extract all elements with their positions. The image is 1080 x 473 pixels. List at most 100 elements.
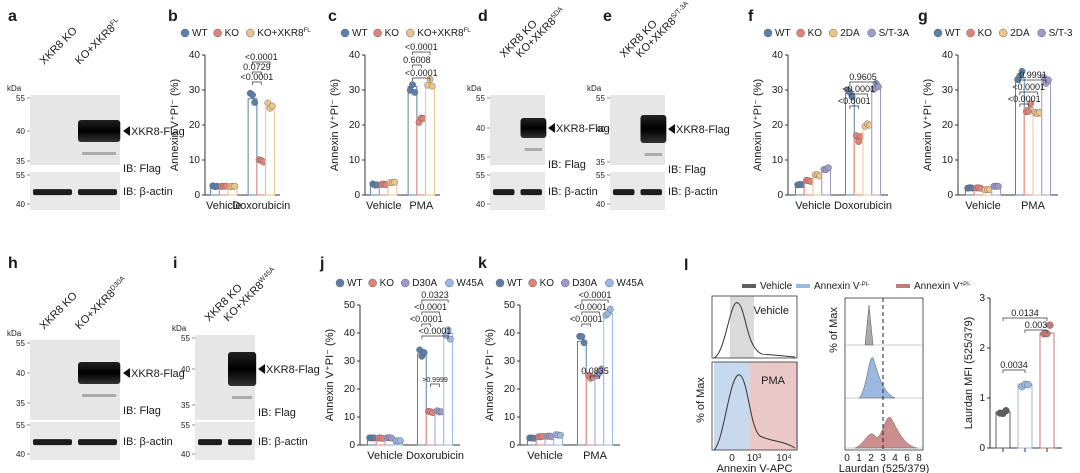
- y-axis-label: Annexin V⁺PI⁻ (%): [484, 329, 496, 421]
- lane-label-rescue: KO+XKR8D30A: [73, 275, 130, 332]
- mw-marker: 55: [476, 94, 485, 103]
- panel-label-k: k: [478, 255, 487, 272]
- bar: [603, 312, 613, 446]
- bar: [247, 98, 258, 196]
- x-tick-label: Vehicle: [527, 450, 562, 462]
- legend-swatch: [828, 28, 838, 38]
- legend-entry: Vehicle: [760, 281, 793, 292]
- actin-band: [228, 439, 252, 446]
- legend-swatch: [1037, 28, 1046, 38]
- mw-marker: 40: [16, 200, 25, 209]
- x-tick-label: 0: [729, 453, 735, 464]
- y-tick-label: 20: [189, 120, 201, 131]
- legend-swatch: [605, 278, 614, 288]
- y-tick-label: 0: [777, 190, 783, 201]
- p-value-label: 0.6008: [403, 55, 431, 65]
- actin-band: [640, 189, 662, 196]
- x-tick-label: 6: [904, 453, 910, 464]
- chart-b: 0 10 20 30 40 Annexin V⁺PI⁻ (%) WT KO KO+XKR8FL V…: [169, 28, 311, 212]
- legend-entry: WT: [192, 28, 208, 39]
- label-xkr8-flag: XKR8-Flag: [131, 368, 185, 380]
- mw-marker: 55: [181, 334, 190, 343]
- data-point: [268, 102, 276, 110]
- mw-marker: 55: [16, 94, 25, 103]
- x-axis-label: Annexin V-APC: [717, 463, 793, 473]
- panel-label-h: h: [8, 255, 18, 272]
- data-point: [249, 91, 256, 99]
- p-value-label: 0.9991: [1019, 70, 1047, 80]
- flag-band: [78, 362, 121, 384]
- data-point: [578, 333, 586, 340]
- mw-marker: 40: [16, 450, 25, 459]
- histogram-curve: [713, 374, 796, 451]
- y-tick-label: 0: [354, 190, 360, 201]
- x-axis-label: Laurdan (525/379): [839, 463, 930, 473]
- bar: [425, 412, 436, 446]
- bar: [425, 84, 435, 196]
- p-value-label: <0.0001: [405, 68, 438, 78]
- legend-entry: S/T-3: [1049, 28, 1073, 39]
- y-label-pct-max: % of Max: [828, 307, 840, 353]
- legend-superscript: FL: [304, 28, 312, 34]
- bar: [265, 107, 275, 196]
- mw-marker: 55: [16, 339, 25, 348]
- legend-swatch: [763, 28, 773, 38]
- x-tick-label: 10⁴: [776, 453, 791, 464]
- x-tick-label: 4: [892, 453, 898, 464]
- data-point: [1046, 321, 1054, 329]
- data-point: [848, 93, 856, 101]
- significance-bracket: [1024, 329, 1048, 333]
- legend-entry: KO: [540, 278, 555, 289]
- data-point: [824, 164, 832, 172]
- panel-label-i: i: [173, 255, 177, 272]
- significance-bracket: [430, 383, 440, 387]
- data-point: [1025, 107, 1033, 115]
- data-point: [874, 83, 882, 91]
- label-ib-actin: IB: β-actin: [548, 186, 598, 198]
- gate-shade: [750, 362, 798, 450]
- significance-bracket: [252, 61, 271, 65]
- data-point: [556, 431, 564, 439]
- mw-marker: 40: [476, 124, 485, 133]
- lane-label-xko: XKR8 KO: [38, 290, 81, 333]
- y-tick-label: 0: [349, 440, 355, 451]
- lane-label-rescue: KO+XKR8FL: [73, 17, 123, 67]
- label-ib-flag: IB: Flag: [123, 405, 161, 417]
- x-tick-label: Doxorubicin: [406, 450, 464, 462]
- p-value-label: <0.0001: [579, 290, 612, 300]
- legend-entry: D30A: [572, 278, 597, 289]
- mw-marker: 35: [16, 399, 25, 408]
- p-value-label: 0.0034: [1000, 360, 1028, 370]
- data-point: [420, 349, 428, 356]
- histogram-frame: [711, 295, 798, 359]
- bar: [1032, 115, 1043, 196]
- y-tick-label: 30: [344, 356, 356, 367]
- label-ib-flag: IB: Flag: [123, 163, 161, 175]
- significance-bracket: [252, 71, 262, 75]
- p-value-label: <0.0001: [240, 72, 273, 82]
- legend-swatch: [528, 278, 537, 288]
- mw-marker: 55: [181, 421, 190, 430]
- y-tick-label: 20: [344, 384, 356, 395]
- data-point: [994, 182, 1002, 190]
- legend-entry: 2DA: [1010, 28, 1030, 39]
- lane-superscript: FL: [109, 17, 120, 28]
- data-point: [444, 326, 452, 334]
- actin-band: [493, 189, 515, 196]
- data-point: [1027, 100, 1035, 107]
- p-value-label: 0.0835: [581, 366, 609, 376]
- panel-label-e: e: [603, 8, 612, 25]
- x-tick-label: Vehicle: [795, 200, 830, 212]
- p-value-label: 0.0323: [421, 290, 449, 300]
- data-point: [231, 182, 239, 190]
- significance-bracket: [412, 77, 431, 81]
- p-value-label: <0.0001: [1008, 94, 1041, 104]
- legend-entry: W45A: [616, 278, 644, 289]
- y-axis-label: Annexin V⁺PI⁻ (%): [922, 79, 934, 171]
- legend-swatch: [180, 28, 190, 38]
- label-xkr8-flag: XKR8-Flag: [676, 124, 730, 136]
- arrow-icon: [668, 124, 675, 134]
- legend-swatch: [966, 28, 975, 38]
- histogram-frame: [711, 361, 798, 451]
- legend-swatch: [405, 28, 415, 38]
